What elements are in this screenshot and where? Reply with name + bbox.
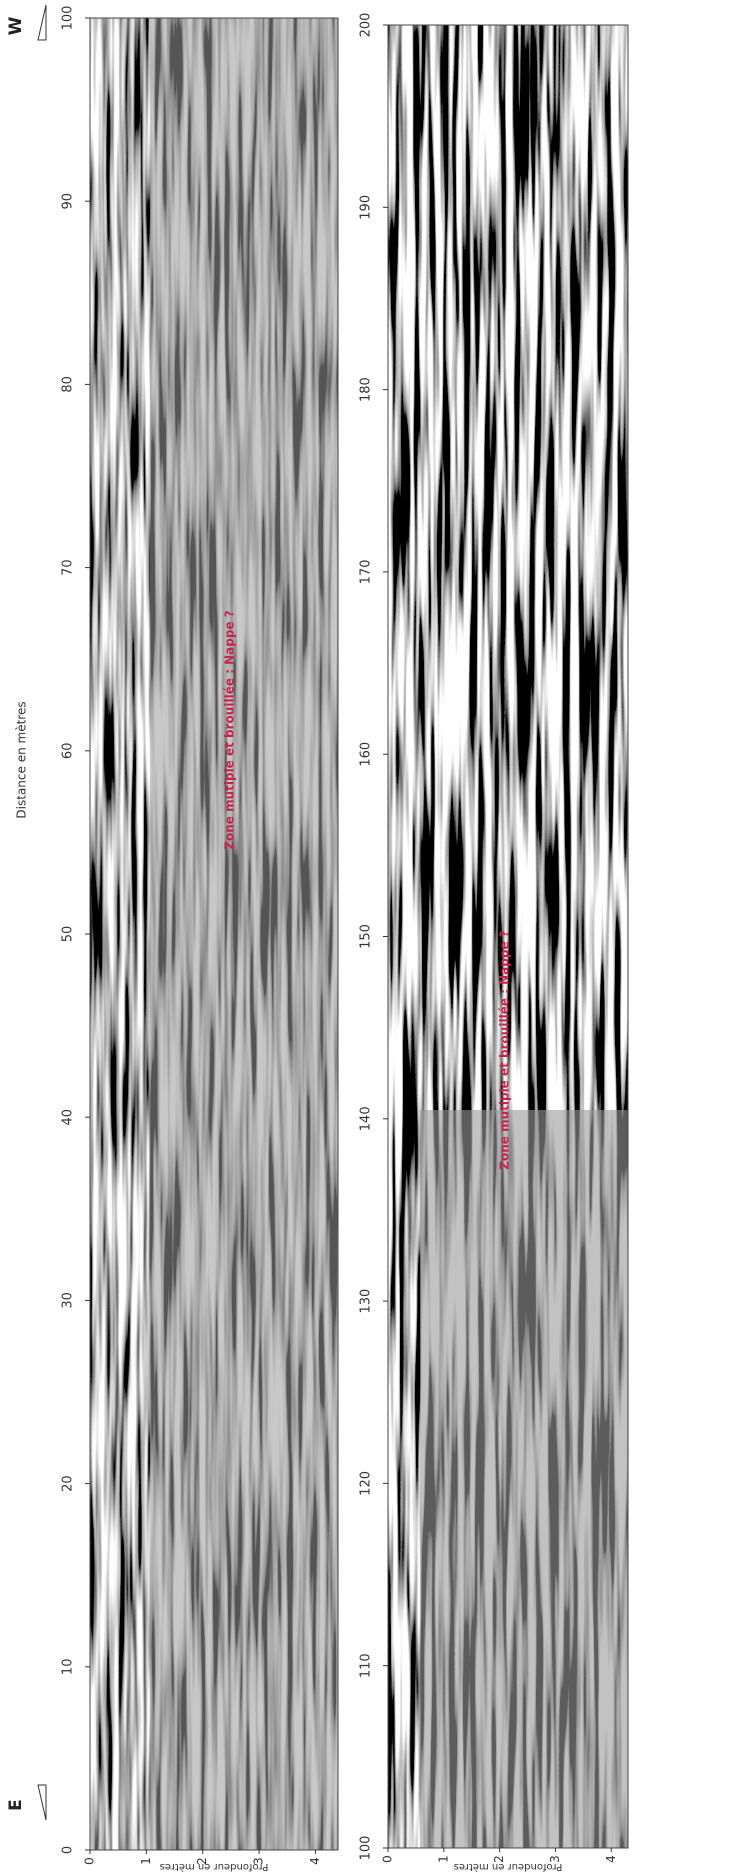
- y-tick-label: 3: [548, 1855, 562, 1863]
- x-tick-label: 110: [359, 1653, 374, 1678]
- x-tick-label: 180: [359, 377, 374, 402]
- start-label: E: [6, 1799, 26, 1811]
- y-tick-label: 0: [83, 1857, 97, 1865]
- x-tick-label: 30: [61, 1292, 76, 1309]
- x-tick-label: 130: [359, 1289, 374, 1314]
- x-tick-label: 40: [61, 1109, 76, 1126]
- x-tick-label: 190: [359, 195, 374, 220]
- y-tick-label: 2: [492, 1855, 506, 1863]
- x-tick-label: 80: [61, 376, 76, 393]
- x-axis-label: Distance en mètres: [15, 701, 29, 818]
- x-tick-label: 10: [61, 1659, 76, 1676]
- end-label: W: [6, 16, 26, 35]
- x-tick-label: 70: [61, 559, 76, 576]
- annotation: Zone mutiple et brouillée : Nappe ?: [223, 610, 237, 849]
- x-tick-label: 50: [61, 926, 76, 943]
- x-tick-label: 200: [359, 13, 374, 38]
- radargram-shade: [420, 1110, 628, 1848]
- y-tick-label: 2: [195, 1857, 209, 1865]
- x-tick-label: 20: [61, 1475, 76, 1492]
- x-tick-label: 170: [359, 559, 374, 584]
- x-tick-label: 90: [61, 193, 76, 210]
- end-marker: [37, 4, 47, 41]
- y-tick-label: 3: [252, 1857, 266, 1865]
- radargram-shade: [150, 18, 338, 1850]
- y-tick-label: 4: [604, 1855, 618, 1863]
- y-tick-label: 0: [381, 1855, 395, 1863]
- x-tick-label: 100: [359, 1836, 374, 1861]
- y-axis-label: Profondeur en mètres: [454, 1861, 563, 1873]
- x-tick-label: 60: [61, 743, 76, 760]
- y-axis-label: Profondeur en mètres: [160, 1861, 269, 1873]
- x-tick-label: 100: [61, 6, 76, 31]
- x-tick-label: 160: [359, 742, 374, 767]
- y-tick-label: 1: [139, 1857, 153, 1865]
- x-tick-label: 150: [359, 924, 374, 949]
- x-tick-label: 120: [359, 1471, 374, 1496]
- x-tick-label: 0: [61, 1846, 76, 1854]
- start-marker: [37, 1784, 47, 1821]
- annotation: Zone mutiple et brouillée : Nappe ?: [498, 930, 512, 1169]
- y-tick-label: 1: [436, 1855, 450, 1863]
- x-tick-label: 140: [359, 1106, 374, 1131]
- y-tick-label: 4: [308, 1857, 322, 1865]
